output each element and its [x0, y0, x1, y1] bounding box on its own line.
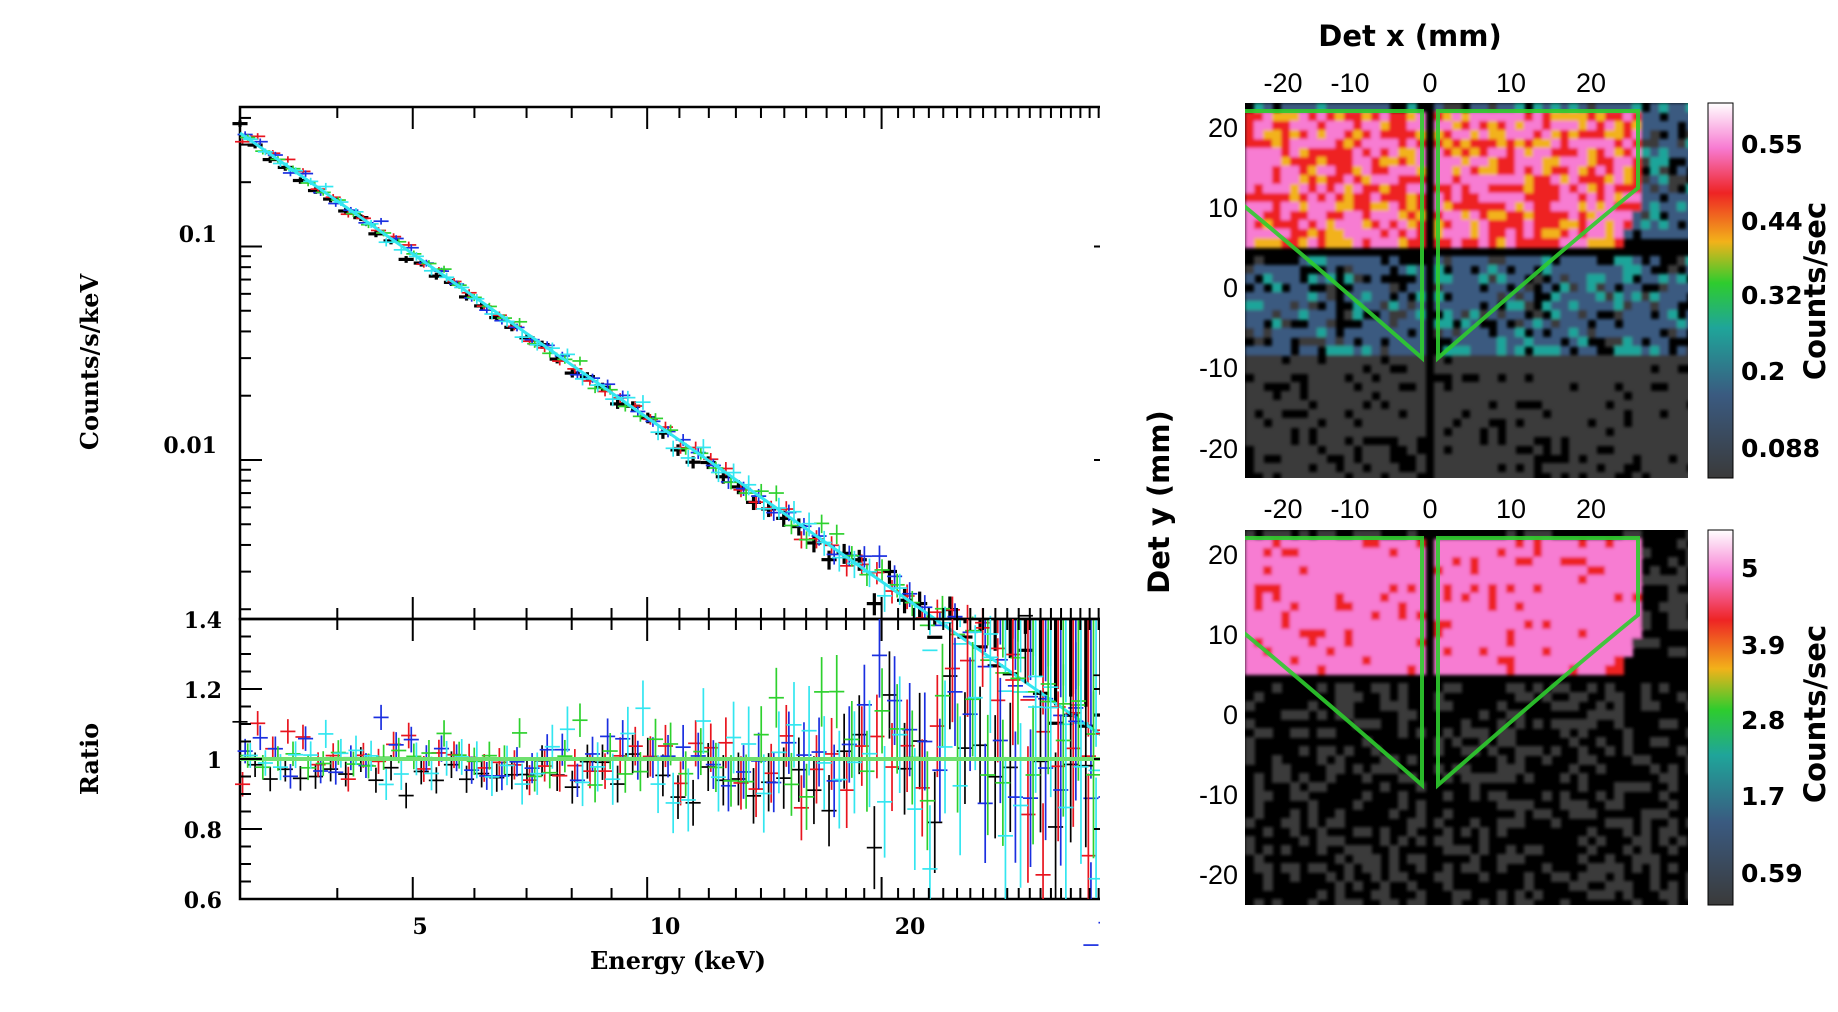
- ratio-series-2: [237, 619, 1100, 946]
- ratio-panel: 1.4 1.2 1 0.8 0.6 Ratio: [75, 608, 1100, 946]
- top-ytick-label-0: 20: [1208, 113, 1238, 143]
- colorbar-bottom-tick-1: 3.9: [1741, 631, 1785, 660]
- spectrum-ytick-label-1: 0.01: [163, 433, 217, 459]
- top-ytick-label-3: -10: [1199, 353, 1238, 383]
- energy-xtick-label-2: 20: [895, 914, 926, 940]
- colorbar-bottom-tick-3: 1.7: [1741, 782, 1785, 811]
- bottom-ytick-label-1: 10: [1208, 620, 1238, 650]
- detector-image-top: -20 -10 0 10 20 20 10 0 -10 -20: [1199, 68, 1688, 478]
- colorbar-top-tick-2: 0.32: [1741, 281, 1803, 310]
- bottom-xtick-label-0: -20: [1263, 494, 1302, 524]
- colorbar-top-tick-4: 0.088: [1741, 434, 1820, 463]
- det-y-axis-label: Det y (mm): [1142, 410, 1176, 594]
- spectrum-ylabel: Counts/s/keV: [75, 274, 104, 451]
- bottom-ytick-label-3: -10: [1199, 780, 1238, 810]
- detector-image-top-pixels: [1245, 103, 1688, 478]
- colorbar-top-gradient: [1707, 102, 1734, 479]
- spectrum-panel: 0.1 0.01 Counts/s/keV: [75, 105, 1100, 800]
- colorbar-bottom-tick-0: 5: [1741, 554, 1758, 583]
- det-x-axis-label: Det x (mm): [1318, 19, 1501, 53]
- ratio-ytick-label-4: 0.6: [184, 888, 222, 914]
- top-ytick-label-1: 10: [1208, 193, 1238, 223]
- bottom-ytick-label-4: -20: [1199, 860, 1238, 890]
- spectrum-series-3: [240, 134, 1100, 735]
- top-ytick-label-4: -20: [1199, 434, 1238, 464]
- colorbar-top-tick-0: 0.55: [1741, 130, 1803, 159]
- colorbar-top-label: Counts/sec: [1798, 202, 1832, 380]
- energy-xtick-label-0: 5: [412, 914, 427, 940]
- detector-image-bottom: -20 -10 0 10 20 20 10 0 -10 -20: [1199, 494, 1688, 905]
- ratio-ylabel: Ratio: [75, 723, 104, 795]
- colorbar-bottom-gradient: [1707, 529, 1734, 906]
- ratio-series-1: [235, 619, 1100, 899]
- colorbar-bottom-tick-4: 0.59: [1741, 859, 1803, 888]
- ratio-ytick-label-1: 1.2: [184, 678, 222, 704]
- spectrum-ticks: [239, 107, 1100, 619]
- colorbar-bottom: 5 3.9 2.8 1.7 0.59 Counts/sec: [1707, 529, 1832, 906]
- energy-xtick-label-1: 10: [650, 914, 681, 940]
- bottom-ytick-label-0: 20: [1208, 540, 1238, 570]
- detector-image-bottom-pixels: [1245, 530, 1688, 905]
- ratio-ticks: [239, 618, 1100, 900]
- top-xtick-label-4: 20: [1576, 68, 1606, 98]
- top-xtick-label-2: 0: [1422, 68, 1437, 98]
- top-xtick-label-0: -20: [1263, 68, 1302, 98]
- colorbar-top-tick-1: 0.44: [1741, 207, 1803, 236]
- bottom-xtick-label-1: -10: [1330, 494, 1369, 524]
- detector-images-figure: Det x (mm) Det y (mm) -20 -10 0 10 20 20…: [1142, 19, 1832, 906]
- ratio-ytick-label-2: 1: [207, 748, 222, 774]
- ratio-ytick-label-0: 1.4: [184, 608, 222, 634]
- spectrum-figure: 0.1 0.01 Counts/s/keV 1.4 1.2 1 0.8 0.6 …: [75, 105, 1100, 975]
- colorbar-bottom-tick-2: 2.8: [1741, 706, 1785, 735]
- colorbar-top-tick-3: 0.2: [1741, 357, 1785, 386]
- ratio-ytick-label-3: 0.8: [184, 818, 222, 844]
- top-ytick-label-2: 0: [1223, 273, 1238, 303]
- bottom-xtick-label-3: 10: [1496, 494, 1526, 524]
- top-xtick-label-1: -10: [1330, 68, 1369, 98]
- spectrum-frame: [238, 105, 1100, 621]
- bottom-xtick-label-2: 0: [1422, 494, 1437, 524]
- colorbar-top: 0.55 0.44 0.32 0.2 0.088 Counts/sec: [1707, 102, 1832, 479]
- spectrum-ytick-label-0: 0.1: [179, 222, 217, 248]
- ratio-series-3: [240, 619, 1100, 859]
- spectrum-model-curve: [239, 131, 1100, 737]
- colorbar-bottom-label: Counts/sec: [1798, 625, 1832, 803]
- top-xtick-label-3: 10: [1496, 68, 1526, 98]
- energy-xlabel: Energy (keV): [590, 946, 766, 975]
- bottom-xtick-label-4: 20: [1576, 494, 1606, 524]
- bottom-ytick-label-2: 0: [1223, 700, 1238, 730]
